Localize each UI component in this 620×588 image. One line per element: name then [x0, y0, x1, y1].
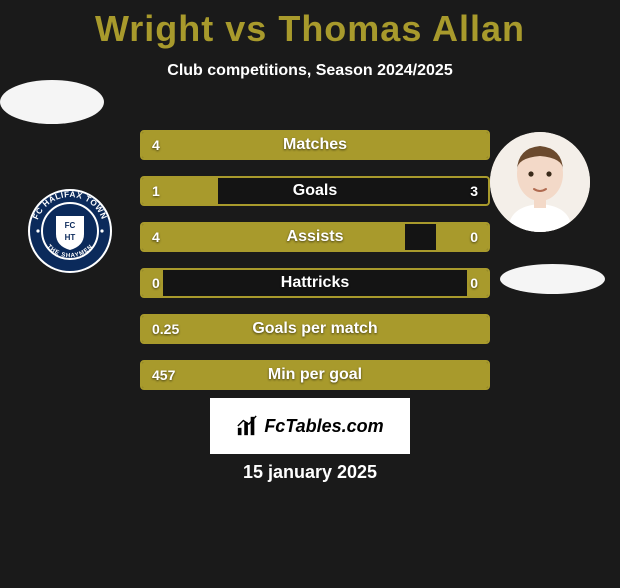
bar-left-fill — [142, 224, 405, 250]
page-subtitle: Club competitions, Season 2024/2025 — [0, 62, 620, 80]
date-text: 15 january 2025 — [243, 462, 377, 483]
svg-text:HT: HT — [65, 233, 76, 242]
bar-value-left: 0 — [152, 275, 160, 291]
bar-label: Min per goal — [268, 366, 362, 384]
player-avatar-right — [490, 132, 590, 232]
bar-row: Matches 4 — [140, 130, 490, 160]
bar-value-left: 0.25 — [152, 321, 179, 337]
bar-label: Assists — [287, 228, 344, 246]
left-country-ellipse — [0, 80, 104, 124]
bar-label: Hattricks — [281, 274, 349, 292]
right-country-ellipse — [500, 264, 605, 294]
page-title: Wright vs Thomas Allan — [0, 8, 620, 50]
comparison-bars: Matches 4 Goals 1 3 Assists 4 0 Hattricks 0 0 Goals… — [140, 130, 490, 406]
bar-label: Goals per match — [252, 320, 377, 338]
bar-row: Goals per match 0.25 — [140, 314, 490, 344]
bar-row: Hattricks 0 0 — [140, 268, 490, 298]
bar-row: Goals 1 3 — [140, 176, 490, 206]
bar-value-left: 4 — [152, 137, 160, 153]
bar-right-fill — [436, 224, 488, 250]
bar-value-right: 0 — [470, 275, 478, 291]
branding-box: FcTables.com — [210, 398, 410, 454]
bar-label: Goals — [293, 182, 337, 200]
chart-icon — [236, 415, 258, 437]
bar-value-right: 0 — [470, 229, 478, 245]
bar-row: Assists 4 0 — [140, 222, 490, 252]
bar-value-left: 4 — [152, 229, 160, 245]
club-badge-left: FC HALIFAX TOWN THE SHAYMEN FC HT — [20, 188, 120, 274]
svg-text:FC: FC — [65, 221, 76, 230]
bar-row: Min per goal 457 — [140, 360, 490, 390]
bar-value-left: 1 — [152, 183, 160, 199]
branding-text: FcTables.com — [264, 416, 383, 437]
bar-value-right: 3 — [470, 183, 478, 199]
bar-value-left: 457 — [152, 367, 175, 383]
bar-label: Matches — [283, 136, 347, 154]
